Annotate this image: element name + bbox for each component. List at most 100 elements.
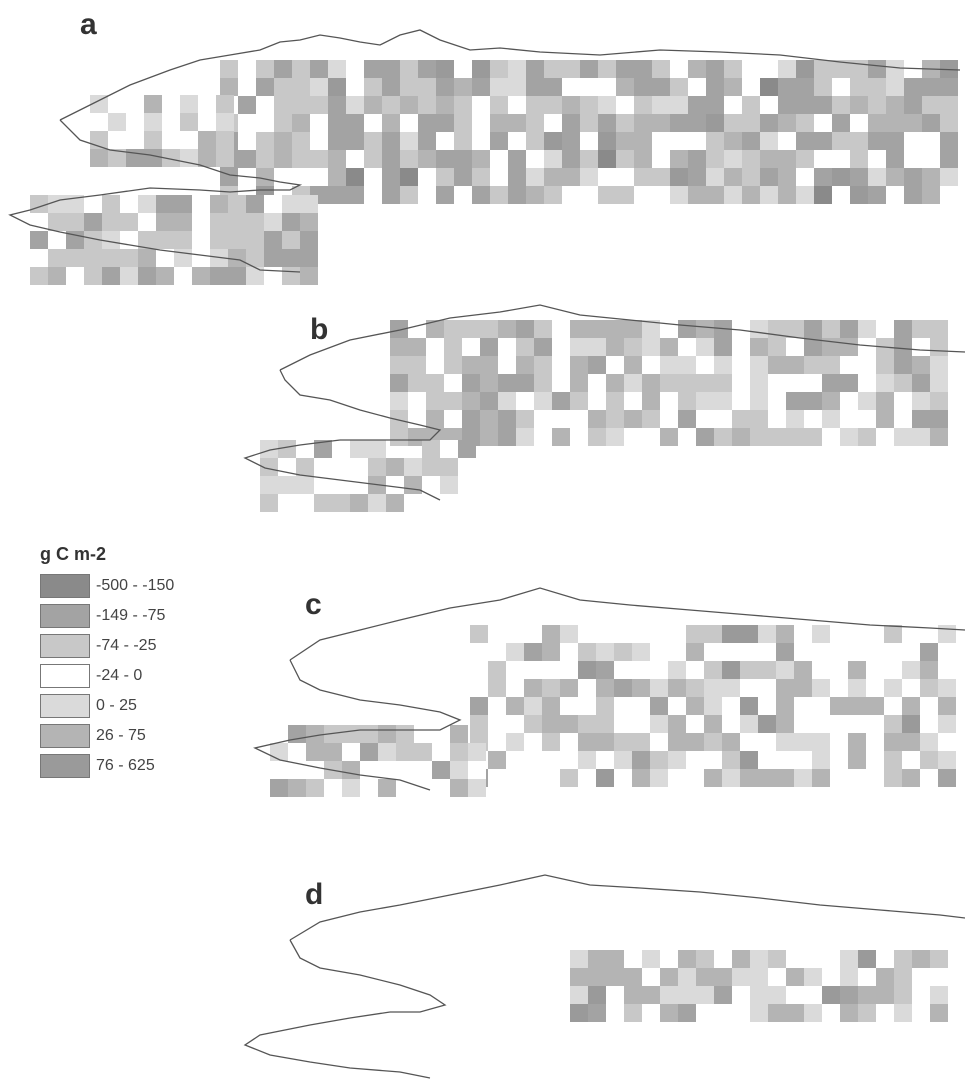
- grid-cell: [786, 428, 804, 446]
- grid-cell: [930, 1004, 948, 1022]
- grid-cell: [912, 410, 930, 428]
- grid-cell: [668, 679, 686, 697]
- grid-cell: [634, 150, 652, 168]
- grid-cell: [454, 78, 472, 96]
- grid-cell: [866, 751, 884, 769]
- grid-cell: [426, 338, 444, 356]
- grid-cell: [848, 733, 866, 751]
- grid-cell: [282, 267, 300, 285]
- grid-cell: [596, 661, 614, 679]
- grid-cell: [894, 392, 912, 410]
- grid-cell: [930, 338, 948, 356]
- grid-cell: [454, 96, 472, 114]
- grid-cell: [704, 769, 722, 787]
- grid-cell: [740, 679, 758, 697]
- grid-cell: [624, 392, 642, 410]
- grid-cell: [724, 60, 742, 78]
- grid-cell: [832, 132, 850, 150]
- grid-cell: [758, 625, 776, 643]
- grid-cell: [552, 392, 570, 410]
- grid-cell: [922, 96, 940, 114]
- grid-cell: [264, 231, 282, 249]
- grid-cell: [778, 60, 796, 78]
- grid-cell: [562, 96, 580, 114]
- grid-cell: [912, 968, 930, 986]
- grid-cell: [606, 338, 624, 356]
- grid-cell: [830, 643, 848, 661]
- grid-cell: [470, 625, 488, 643]
- grid-cell: [390, 374, 408, 392]
- grid-cell: [750, 968, 768, 986]
- grid-cell: [414, 743, 432, 761]
- grid-cell: [758, 715, 776, 733]
- grid-cell: [776, 733, 794, 751]
- grid-cell: [570, 392, 588, 410]
- grid-cell: [642, 392, 660, 410]
- grid-cell: [516, 428, 534, 446]
- grid-cell: [722, 751, 740, 769]
- grid-cell: [634, 132, 652, 150]
- grid-cell: [670, 168, 688, 186]
- grid-cell: [706, 150, 724, 168]
- grid-cell: [360, 779, 378, 797]
- grid-cell: [796, 78, 814, 96]
- grid-cell: [758, 751, 776, 769]
- grid-cell: [894, 338, 912, 356]
- grid-cell: [778, 150, 796, 168]
- grid-cell: [256, 150, 274, 168]
- grid-cell: [922, 78, 940, 96]
- grid-cell: [750, 428, 768, 446]
- grid-cell: [418, 96, 436, 114]
- panel-d-coastline-north: [289, 874, 965, 941]
- grid-cell: [938, 715, 956, 733]
- grid-cell: [776, 751, 794, 769]
- grid-cell: [840, 356, 858, 374]
- grid-cell: [920, 769, 938, 787]
- grid-cell: [616, 150, 634, 168]
- grid-cell: [938, 661, 956, 679]
- grid-cell: [606, 1004, 624, 1022]
- grid-cell: [732, 950, 750, 968]
- grid-cell: [246, 231, 264, 249]
- grid-cell: [542, 769, 560, 787]
- grid-cell: [382, 60, 400, 78]
- grid-cell: [470, 715, 488, 733]
- grid-cell: [786, 356, 804, 374]
- grid-cell: [408, 356, 426, 374]
- grid-cell: [506, 733, 524, 751]
- grid-cell: [84, 249, 102, 267]
- grid-cell: [382, 96, 400, 114]
- grid-cell: [660, 356, 678, 374]
- grid-cell: [624, 356, 642, 374]
- grid-cell: [704, 625, 722, 643]
- grid-cell: [688, 96, 706, 114]
- grid-cell: [450, 779, 468, 797]
- grid-cell: [418, 150, 436, 168]
- grid-cell: [742, 132, 760, 150]
- legend-row: -500 - -150: [40, 571, 240, 601]
- grid-cell: [614, 769, 632, 787]
- grid-cell: [390, 410, 408, 428]
- grid-cell: [378, 725, 396, 743]
- grid-cell: [524, 625, 542, 643]
- grid-cell: [462, 320, 480, 338]
- grid-cell: [562, 168, 580, 186]
- grid-cell: [760, 186, 778, 204]
- grid-cell: [714, 338, 732, 356]
- legend-row: 76 - 625: [40, 751, 240, 781]
- grid-cell: [832, 96, 850, 114]
- grid-cell: [696, 392, 714, 410]
- grid-cell: [436, 96, 454, 114]
- grid-cell: [624, 410, 642, 428]
- grid-cell: [758, 661, 776, 679]
- grid-cell: [912, 374, 930, 392]
- grid-cell: [102, 195, 120, 213]
- grid-cell: [66, 195, 84, 213]
- grid-cell: [488, 751, 506, 769]
- grid-cell: [796, 186, 814, 204]
- grid-cell: [670, 150, 688, 168]
- grid-cell: [180, 95, 198, 113]
- grid-cell: [650, 679, 668, 697]
- grid-cell: [562, 186, 580, 204]
- grid-cell: [848, 715, 866, 733]
